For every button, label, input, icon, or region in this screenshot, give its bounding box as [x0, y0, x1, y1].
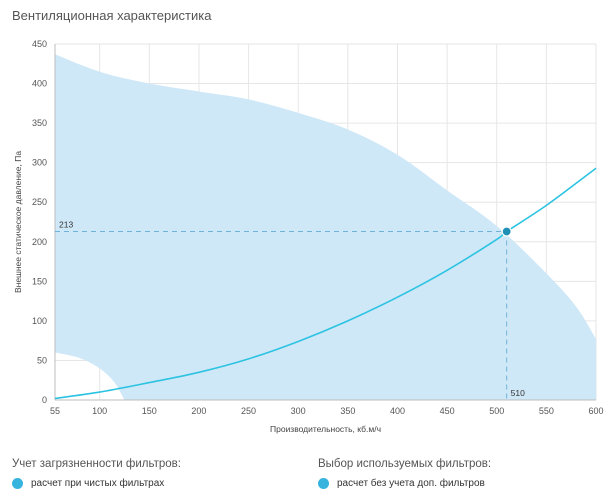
operating-point-y-label: 213 [59, 219, 73, 229]
clean-filters-option-label: расчет при чистых фильтрах [31, 478, 165, 489]
x-tick-label: 200 [191, 406, 206, 416]
y-tick-label: 50 [37, 355, 47, 365]
filters-contamination-title: Учет загрязненности фильтров: [12, 458, 181, 470]
operating-point-x-label: 510 [511, 388, 525, 398]
y-axis-label: Внешнее статическое давление, Па [13, 151, 23, 293]
no-extra-filters-option[interactable]: расчет без учета доп. фильтров [318, 478, 485, 489]
chart-title: Вентиляционная характеристика [12, 8, 212, 23]
x-tick-label: 55 [50, 406, 60, 416]
filters-selection-title: Выбор используемых фильтров: [318, 458, 492, 470]
x-axis-label: Производительность, кб.м/ч [270, 424, 381, 434]
y-tick-label: 100 [32, 316, 47, 326]
y-tick-label: 0 [42, 395, 47, 405]
ventilation-chart: 55 100 150 200 250 300 350 400 450 500 550 600 0 50 10… [13, 39, 604, 434]
y-tick-label: 250 [32, 197, 47, 207]
no-extra-filters-option-label: расчет без учета доп. фильтров [337, 478, 485, 489]
y-tick-label: 150 [32, 276, 47, 286]
x-tick-label: 150 [142, 406, 157, 416]
x-tick-label: 100 [92, 406, 107, 416]
operating-area [55, 54, 596, 400]
y-tick-label: 350 [32, 118, 47, 128]
y-tick-label: 450 [32, 39, 47, 49]
x-tick-label: 400 [390, 406, 405, 416]
operating-point-marker [501, 226, 512, 237]
x-tick-label: 350 [340, 406, 355, 416]
no-extra-filters-radio-icon[interactable] [318, 478, 329, 489]
x-tick-label: 550 [539, 406, 554, 416]
clean-filters-radio-icon[interactable] [12, 478, 23, 489]
x-tick-label: 500 [489, 406, 504, 416]
y-tick-label: 300 [32, 158, 47, 168]
x-tick-label: 600 [588, 406, 603, 416]
y-tick-label: 200 [32, 237, 47, 247]
x-tick-label: 300 [291, 406, 306, 416]
x-tick-label: 450 [440, 406, 455, 416]
clean-filters-option[interactable]: расчет при чистых фильтрах [12, 478, 164, 489]
x-tick-label: 250 [241, 406, 256, 416]
y-tick-label: 400 [32, 79, 47, 89]
